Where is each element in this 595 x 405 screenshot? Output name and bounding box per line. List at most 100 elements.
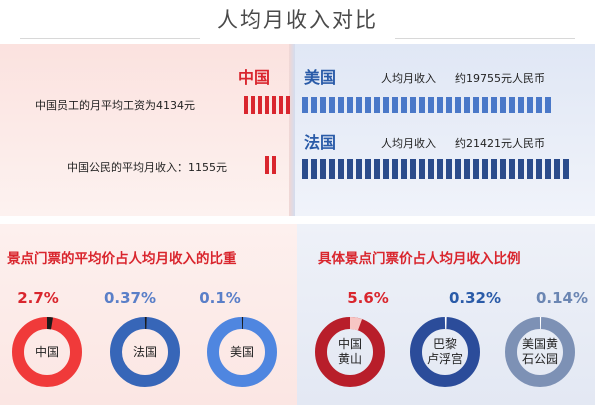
income-bar	[545, 97, 551, 113]
huangshan-percent: 5.6%	[347, 289, 389, 307]
income-bar	[563, 159, 569, 179]
income-bar	[518, 97, 524, 113]
income-bar	[554, 159, 560, 179]
usa-income-bars	[302, 97, 551, 113]
income-bar	[509, 159, 515, 179]
china-ticket-donut-label: 中国	[34, 344, 59, 359]
income-bar	[410, 97, 416, 113]
income-bar	[356, 97, 362, 113]
china-wage-bars	[244, 96, 290, 114]
income-bar	[455, 159, 461, 179]
china-income-panel	[0, 44, 292, 216]
china-income-bars	[265, 156, 276, 174]
income-bar	[365, 159, 371, 179]
income-bar	[329, 97, 335, 113]
yellowstone-name-line2: 石公园	[521, 352, 558, 366]
china-label: 中国	[238, 68, 271, 87]
income-bar	[383, 97, 389, 113]
yellowstone-donut-label: 美国黄 石公园	[503, 315, 577, 389]
huangshan-donut	[315, 317, 385, 387]
usa-ticket-percent: 0.1%	[199, 289, 241, 307]
panel-divider	[289, 44, 295, 216]
yellowstone-name-line1: 美国黄	[521, 337, 558, 351]
income-bar	[428, 97, 434, 113]
title-rule-right	[395, 38, 575, 39]
france-ticket-donut	[110, 316, 180, 387]
income-bar	[437, 159, 443, 179]
income-bar	[347, 159, 353, 179]
income-bar	[455, 97, 461, 113]
income-bar	[392, 97, 398, 113]
income-bar	[419, 159, 425, 179]
income-bar	[392, 159, 398, 179]
france-label: 法国	[304, 133, 337, 152]
income-bar	[500, 159, 506, 179]
income-bar	[536, 97, 542, 113]
france-ticket-percent: 0.37%	[103, 289, 157, 307]
income-bar	[410, 159, 416, 179]
income-bar	[509, 97, 515, 113]
louvre-name-line2: 卢浮宫	[426, 352, 463, 366]
china-citizen-income: 中国公民的平均月收入：1155元	[67, 161, 227, 174]
income-bar	[302, 97, 308, 113]
income-bar	[374, 97, 380, 113]
income-bar	[482, 97, 488, 113]
income-bar	[527, 97, 533, 113]
income-bar	[527, 159, 533, 179]
income-bar	[338, 97, 344, 113]
income-bar	[437, 97, 443, 113]
income-bar	[446, 159, 452, 179]
income-bar	[401, 97, 407, 113]
china-employee-wage: 中国员工的月平均工资为4134元	[35, 99, 195, 112]
yellowstone-percent: 0.14%	[535, 289, 589, 307]
yellowstone-donut	[505, 316, 575, 387]
average-ticket-heading: 景点门票的平均价占人均月收入的比重	[7, 251, 237, 267]
income-bar	[374, 159, 380, 179]
income-bar	[329, 159, 335, 179]
income-bar	[545, 159, 551, 179]
huangshan-name-line1: 中国	[337, 337, 362, 351]
france-income-value: 约21421元人民币	[455, 137, 545, 150]
page-title: 人均月收入对比	[217, 8, 378, 32]
france-income-label: 人均月收入	[381, 137, 436, 150]
income-bar	[338, 159, 344, 179]
china-ticket-percent: 2.7%	[17, 289, 59, 307]
income-bar	[518, 159, 524, 179]
louvre-donut	[410, 316, 480, 387]
specific-ticket-heading: 具体景点门票价占人均月收入比例	[318, 251, 521, 267]
income-bar	[464, 159, 470, 179]
louvre-donut-label: 巴黎 卢浮宫	[408, 315, 482, 389]
france-income-bars	[302, 159, 569, 179]
usa-ticket-donut	[207, 316, 277, 387]
income-bar	[302, 159, 308, 179]
foreign-income-panel	[292, 44, 595, 216]
income-bar	[311, 159, 317, 179]
income-bar	[383, 159, 389, 179]
income-bar	[446, 97, 452, 113]
usa-label: 美国	[304, 68, 337, 87]
income-bar	[500, 97, 506, 113]
income-bar	[356, 159, 362, 179]
income-bar	[320, 159, 326, 179]
usa-income-value: 约19755元人民币	[455, 72, 545, 85]
income-bar	[464, 97, 470, 113]
huangshan-donut-label: 中国 黄山	[313, 315, 387, 389]
income-bar	[320, 97, 326, 113]
income-bar	[428, 159, 434, 179]
usa-ticket-donut-label: 美国	[229, 344, 254, 359]
income-bar	[365, 97, 371, 113]
income-bar	[311, 97, 317, 113]
huangshan-name-line2: 黄山	[337, 352, 362, 366]
income-bar	[401, 159, 407, 179]
louvre-name-line1: 巴黎	[432, 337, 457, 351]
income-bar	[347, 97, 353, 113]
louvre-percent: 0.32%	[448, 289, 502, 307]
title-rule-left	[20, 38, 200, 39]
income-bar	[536, 159, 542, 179]
china-ticket-donut	[12, 317, 82, 387]
income-bar	[491, 159, 497, 179]
income-bar	[482, 159, 488, 179]
income-bar	[419, 97, 425, 113]
usa-income-label: 人均月收入	[381, 72, 436, 85]
income-bar	[473, 97, 479, 113]
